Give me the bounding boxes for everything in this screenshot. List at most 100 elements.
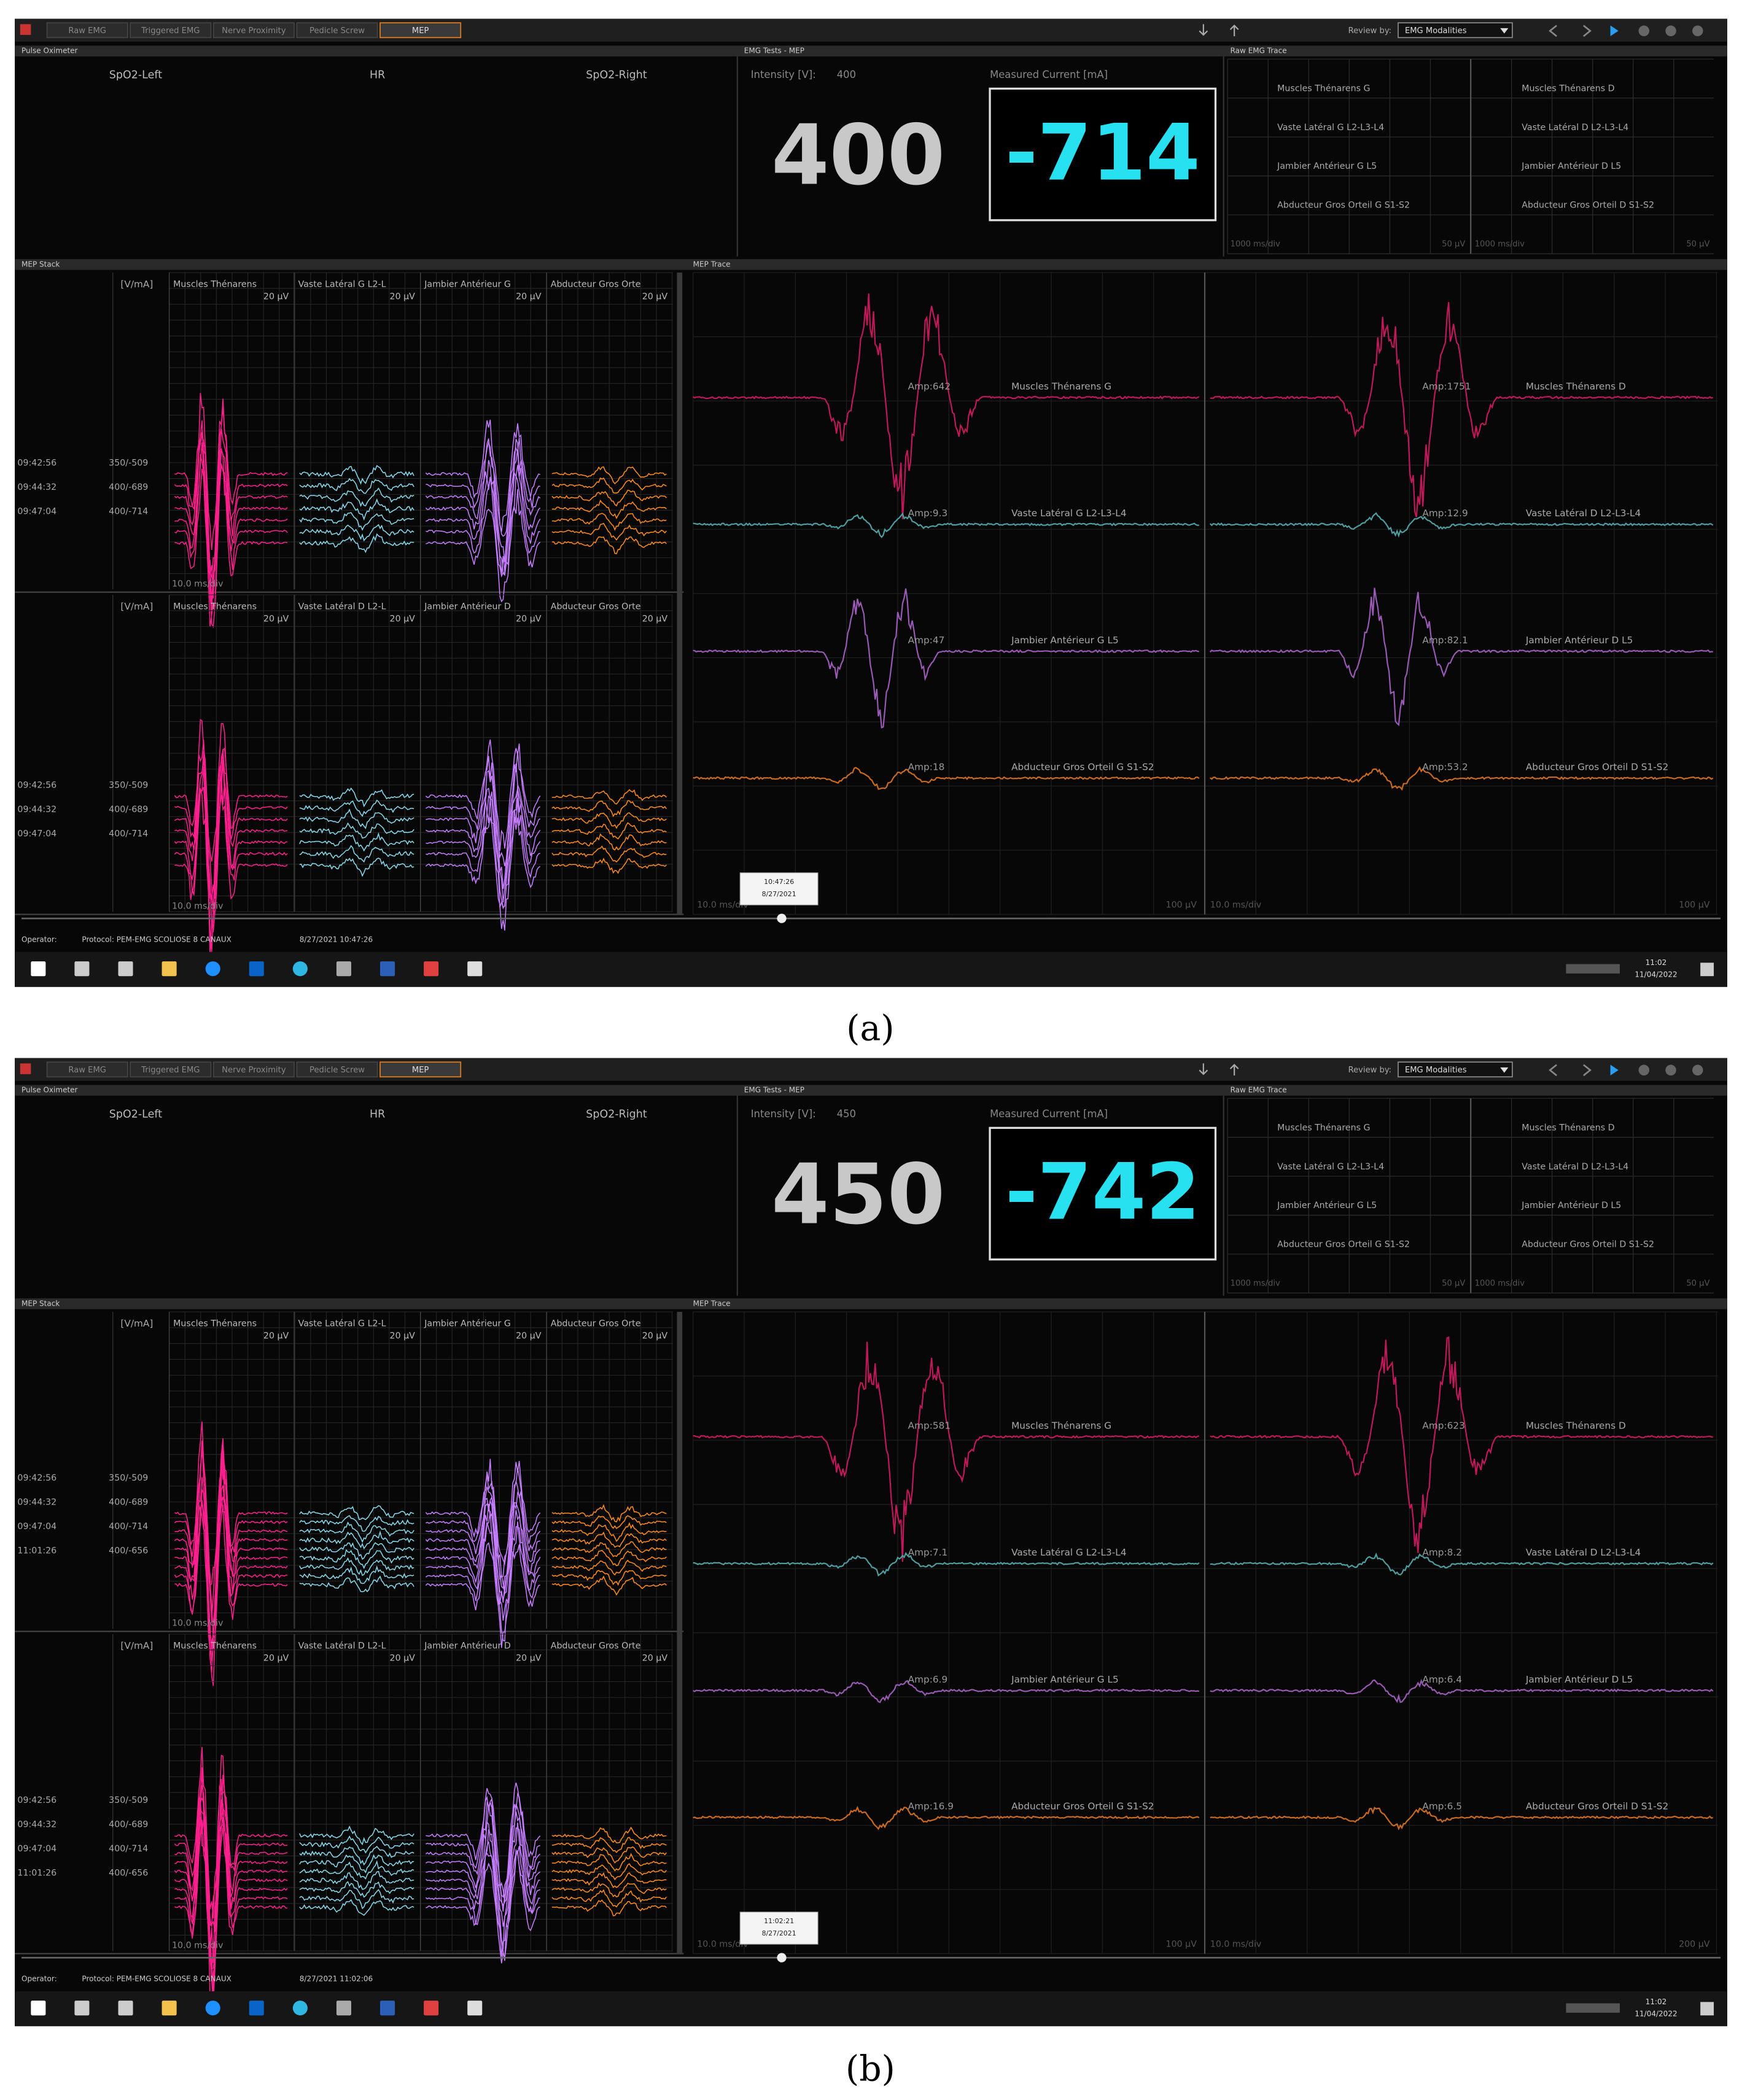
stack-channel: Jambier Antérieur D bbox=[424, 602, 511, 612]
taskbar-icon[interactable] bbox=[118, 2001, 133, 2016]
review-dropdown[interactable] bbox=[1398, 22, 1513, 39]
stack-value: 400/-714 bbox=[109, 1522, 148, 1532]
taskbar-icon[interactable] bbox=[249, 961, 264, 977]
pulse-field: SpO2-Right bbox=[586, 69, 647, 81]
taskbar-icon[interactable] bbox=[467, 961, 483, 977]
taskbar-icon[interactable] bbox=[205, 2001, 220, 2016]
section-header bbox=[15, 259, 1727, 270]
stack-scale: 20 µV bbox=[642, 1331, 668, 1341]
taskbar-icon[interactable] bbox=[74, 2001, 90, 2016]
taskbar-icon[interactable] bbox=[380, 961, 395, 977]
tab[interactable] bbox=[296, 1061, 378, 1078]
toolbar-icon[interactable] bbox=[1665, 25, 1676, 37]
toolbar-icon[interactable] bbox=[1692, 25, 1703, 37]
tray-icons bbox=[1566, 964, 1620, 974]
stack-wave bbox=[552, 789, 667, 805]
tab[interactable] bbox=[130, 1061, 212, 1078]
stack-wave bbox=[174, 1819, 288, 2002]
trace-name: Vaste Latéral D L2-L3-L4 bbox=[1526, 508, 1641, 519]
raw-footer: 1000 ms/div bbox=[1231, 1279, 1281, 1288]
tab[interactable] bbox=[296, 22, 378, 39]
taskbar-icon[interactable] bbox=[118, 961, 133, 977]
taskbar-icon[interactable] bbox=[424, 961, 439, 977]
stack-wave bbox=[299, 1860, 414, 1880]
raw-channel: Vaste Latéral G L2-L3-L4 bbox=[1277, 1162, 1384, 1172]
taskbar-icon[interactable] bbox=[467, 2001, 483, 2016]
taskbar-icon[interactable] bbox=[336, 961, 351, 977]
taskbar-icon[interactable] bbox=[74, 961, 90, 977]
taskbar-icon[interactable] bbox=[161, 961, 177, 977]
stack-wave bbox=[551, 1826, 667, 1843]
stack-unit: [V/mA] bbox=[120, 1640, 153, 1651]
taskbar-icon[interactable] bbox=[31, 2001, 46, 2016]
taskbar-icon[interactable] bbox=[249, 2001, 264, 2016]
taskbar-icon[interactable] bbox=[336, 2001, 351, 2016]
stack-wave bbox=[299, 822, 414, 839]
stack-wave bbox=[551, 513, 667, 531]
review-dropdown-value: EMG Modalities bbox=[1405, 26, 1467, 36]
trace-amp: Amp:6.4 bbox=[1422, 1674, 1462, 1685]
section-header bbox=[15, 1085, 1727, 1096]
stack-wave bbox=[425, 419, 541, 532]
stack-wave bbox=[174, 760, 288, 913]
stack-wave bbox=[299, 524, 414, 541]
stack-wave bbox=[425, 1521, 540, 1642]
trace-wave bbox=[1210, 1336, 1714, 1553]
upload-icon bbox=[1229, 25, 1239, 37]
download-icon bbox=[1199, 24, 1208, 36]
stack-wave bbox=[299, 1889, 414, 1910]
trace-amp: Amp:47 bbox=[908, 635, 945, 646]
stack-wave bbox=[174, 1450, 288, 1624]
taskbar-icon[interactable] bbox=[292, 2001, 308, 2016]
tab[interactable] bbox=[46, 22, 128, 39]
stack-wave bbox=[299, 1575, 414, 1592]
download-icon bbox=[1199, 1063, 1208, 1075]
play-icon[interactable] bbox=[1610, 1064, 1619, 1076]
stack-time: 09:42:56 bbox=[17, 1473, 56, 1483]
taskbar-icon[interactable] bbox=[424, 2001, 439, 2016]
tab[interactable] bbox=[379, 1061, 462, 1078]
stack-wave bbox=[426, 465, 541, 576]
stack-wave bbox=[174, 465, 288, 627]
tab[interactable] bbox=[212, 22, 295, 39]
tab[interactable] bbox=[130, 22, 212, 39]
stack-wave bbox=[425, 1503, 541, 1601]
review-dropdown[interactable] bbox=[1398, 1061, 1513, 1078]
trace-footer: 100 µV bbox=[1166, 1939, 1197, 1949]
stack-wave bbox=[551, 1532, 667, 1548]
taskbar-icon[interactable] bbox=[161, 2001, 177, 2016]
taskbar-icon[interactable] bbox=[292, 961, 308, 977]
stack-value: 400/-689 bbox=[109, 1820, 148, 1830]
trace-name: Muscles Thénarens D bbox=[1526, 381, 1626, 392]
current-box bbox=[989, 1126, 1217, 1261]
stack-wave bbox=[551, 1515, 667, 1529]
stack-channel: Abducteur Gros Orte bbox=[551, 1319, 641, 1329]
stack-wave bbox=[426, 1468, 541, 1578]
stack-scrollbar[interactable] bbox=[677, 1312, 683, 1954]
raw-channel: Abducteur Gros Orteil G S1-S2 bbox=[1277, 201, 1410, 211]
play-icon[interactable] bbox=[1610, 25, 1619, 37]
taskbar-icon[interactable] bbox=[380, 2001, 395, 2016]
stack-wave bbox=[426, 476, 540, 578]
taskbar-icon[interactable] bbox=[205, 961, 220, 977]
timeline-handle[interactable] bbox=[777, 913, 787, 923]
timeline-handle[interactable] bbox=[777, 1953, 787, 1962]
toolbar-icon[interactable] bbox=[1638, 1064, 1650, 1076]
toolbar-icon[interactable] bbox=[1665, 1064, 1676, 1076]
stack-wave bbox=[551, 1541, 667, 1557]
toolbar-icon[interactable] bbox=[1638, 25, 1650, 37]
stack-value: 350/-509 bbox=[109, 1473, 148, 1483]
toolbar-icon[interactable] bbox=[1692, 1064, 1703, 1076]
notification-icon[interactable] bbox=[1700, 2002, 1714, 2016]
stack-value: 400/-656 bbox=[109, 1868, 148, 1878]
stack-scrollbar[interactable] bbox=[677, 273, 683, 915]
tab[interactable] bbox=[379, 22, 462, 39]
raw-footer: 50 µV bbox=[1686, 240, 1709, 249]
tab[interactable] bbox=[46, 1061, 128, 1078]
cursor-box bbox=[739, 872, 819, 905]
taskbar-icon[interactable] bbox=[31, 961, 46, 977]
notification-icon[interactable] bbox=[1700, 963, 1714, 977]
raw-channel: Muscles Thénarens D bbox=[1522, 1123, 1614, 1133]
intensity-label: Intensity [V]: bbox=[751, 1108, 816, 1120]
tab[interactable] bbox=[212, 1061, 295, 1078]
